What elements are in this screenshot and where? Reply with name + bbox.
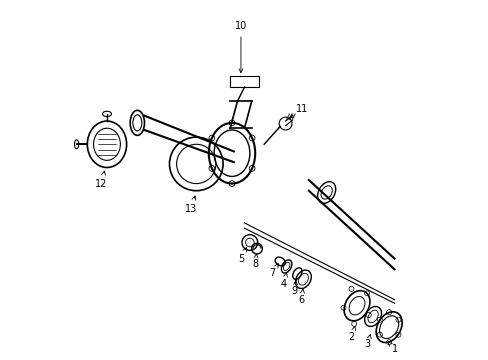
Text: 1: 1: [387, 342, 397, 354]
Text: 5: 5: [237, 248, 246, 264]
Text: 11: 11: [289, 104, 307, 118]
Text: 2: 2: [348, 326, 355, 342]
Text: 10: 10: [234, 21, 246, 73]
Text: 8: 8: [252, 253, 258, 269]
Text: 4: 4: [280, 273, 287, 289]
Text: 9: 9: [291, 281, 297, 296]
Text: 6: 6: [298, 289, 304, 305]
Text: 3: 3: [364, 334, 370, 348]
Text: 7: 7: [269, 264, 278, 278]
Text: 13: 13: [184, 196, 197, 213]
Text: 12: 12: [95, 171, 107, 189]
